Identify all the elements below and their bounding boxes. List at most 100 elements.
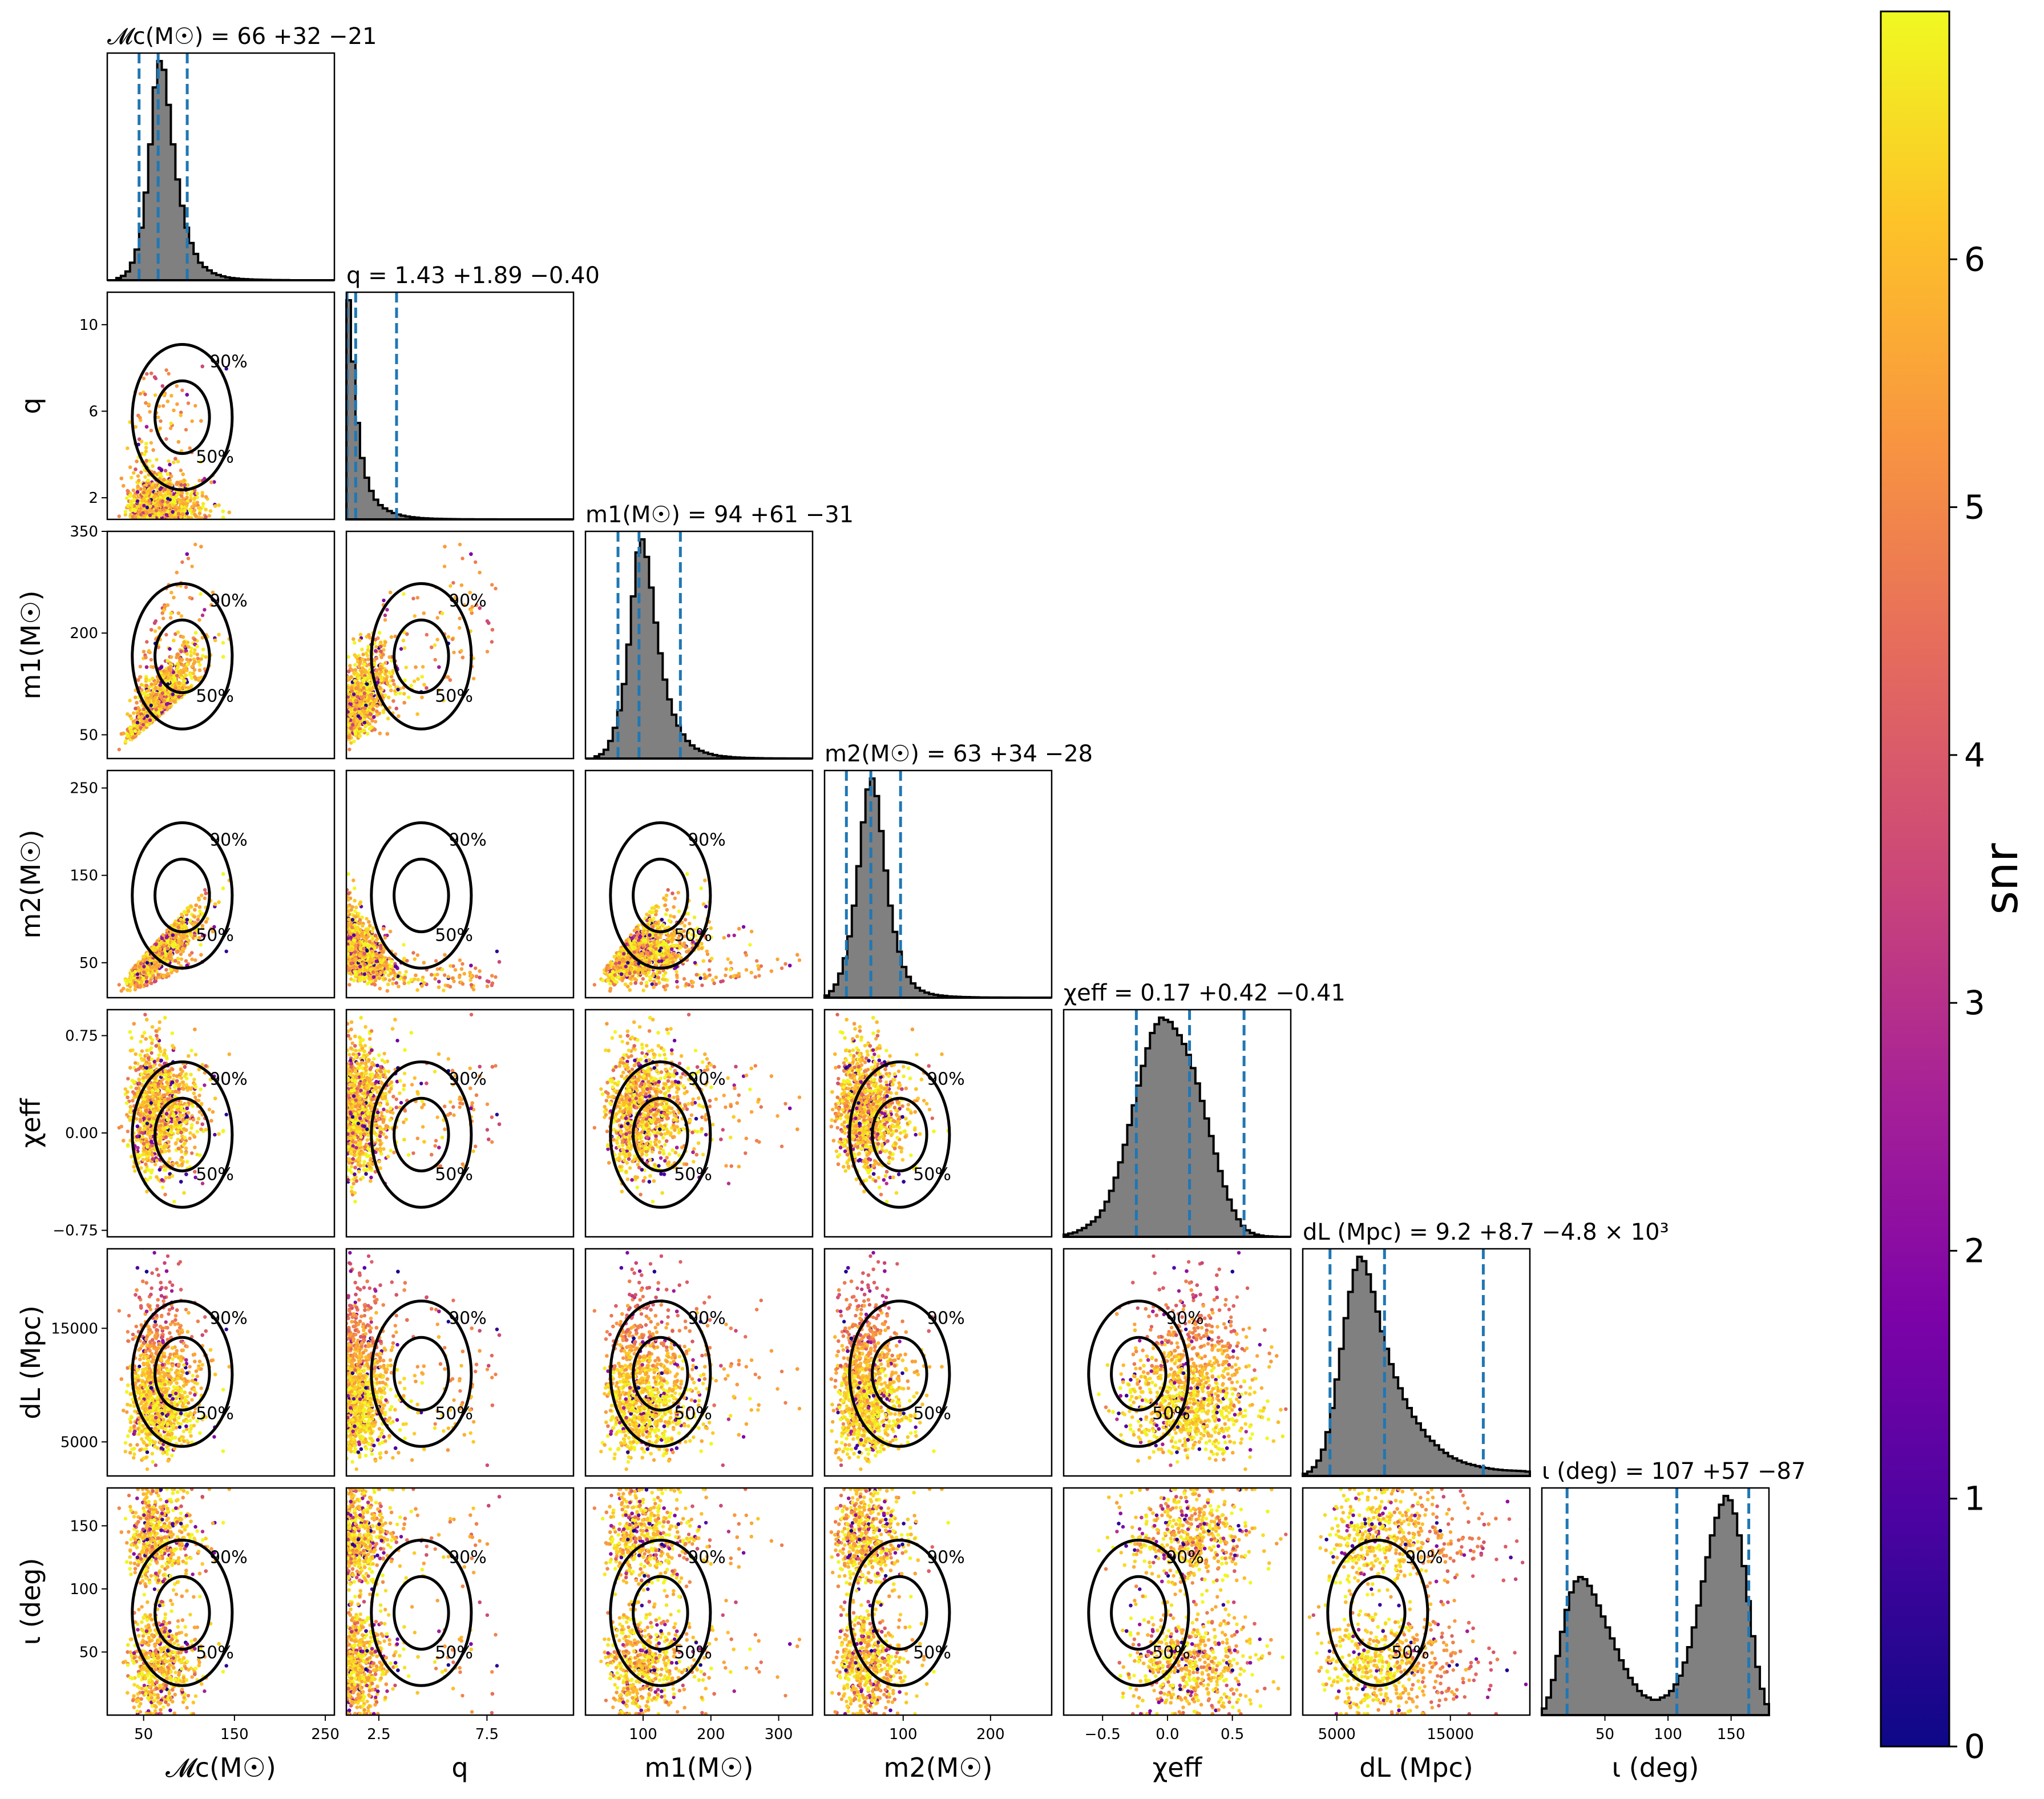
sample-point [193, 495, 197, 500]
contour-label-50: 50% [196, 447, 234, 467]
sample-point [180, 658, 184, 662]
sample-point [166, 676, 170, 680]
sample-point [185, 393, 189, 397]
sample-point [415, 596, 419, 600]
sample-point [161, 616, 165, 620]
sample-point [151, 699, 156, 703]
sample-point [185, 495, 189, 499]
sample-point [125, 496, 129, 501]
sample-point [185, 652, 189, 656]
sample-point [149, 703, 153, 708]
sample-point [168, 647, 172, 651]
sample-point [158, 508, 162, 513]
sample-point [193, 660, 197, 664]
sample-point [179, 515, 183, 519]
sample-point [162, 508, 166, 512]
sample-point [139, 470, 143, 474]
sample-point [122, 731, 126, 736]
sample-point [156, 646, 160, 650]
sample-point [193, 675, 197, 679]
sample-point [126, 489, 130, 493]
contour-label-90: 90% [209, 352, 248, 372]
sample-point [197, 515, 201, 519]
sample-point [133, 729, 138, 733]
sample-point [197, 511, 202, 515]
sample-point [135, 499, 140, 503]
sample-point [190, 664, 195, 669]
sample-point [164, 702, 169, 707]
sample-point [187, 685, 191, 690]
sample-point [404, 665, 408, 669]
sample-point [190, 564, 194, 568]
sample-point [452, 650, 456, 655]
sample-point [150, 628, 153, 632]
sample-point [213, 504, 217, 508]
sample-point [393, 634, 397, 639]
contour-50 [153, 379, 211, 455]
sample-point [144, 684, 148, 688]
sample-point [144, 483, 148, 487]
sample-point [137, 478, 141, 482]
panel-frame [106, 291, 336, 521]
sample-point [159, 419, 163, 423]
sample-point [169, 591, 173, 595]
sample-point [150, 682, 153, 687]
sample-point [146, 693, 150, 697]
sample-point [144, 655, 148, 660]
sample-point [138, 510, 142, 514]
sample-point [184, 585, 188, 590]
sample-point [193, 513, 197, 517]
sample-point [157, 404, 161, 408]
sample-point [181, 643, 185, 647]
sample-point [148, 678, 152, 683]
sample-point [158, 683, 162, 687]
sample-point [195, 501, 199, 505]
sample-point [458, 616, 462, 620]
sample-point [137, 437, 142, 441]
sample-point [165, 603, 170, 607]
sample-point [142, 707, 146, 712]
sample-point [179, 449, 184, 453]
sample-point [164, 437, 168, 441]
sample-point [181, 635, 185, 639]
sample-point [134, 707, 138, 711]
sample-point [179, 413, 183, 417]
sample-point [160, 384, 164, 388]
sample-point [171, 680, 175, 684]
histogram-q [345, 299, 573, 521]
sample-point [185, 491, 189, 495]
sample-point [149, 429, 153, 433]
sample-point [169, 421, 173, 426]
sample-point [157, 491, 162, 495]
sample-point [147, 508, 151, 513]
sample-point [177, 695, 181, 699]
sample-point [217, 503, 221, 507]
sample-point [145, 714, 150, 718]
sample-point [167, 459, 171, 463]
sample-point [192, 668, 197, 672]
sample-point [433, 658, 437, 662]
sample-point [188, 673, 192, 677]
sample-point [184, 666, 188, 671]
sample-point [122, 484, 126, 488]
sample-point [490, 640, 494, 644]
sample-point [201, 505, 205, 509]
sample-point [460, 556, 464, 560]
sample-point [195, 644, 199, 648]
sample-point [123, 739, 128, 744]
sample-point [167, 705, 171, 709]
sample-point [165, 472, 169, 476]
sample-point [195, 491, 199, 495]
sample-point [173, 632, 177, 636]
sample-point [142, 376, 146, 381]
sample-point [147, 499, 151, 503]
sample-point [163, 605, 167, 609]
sample-point [140, 715, 144, 719]
sample-point [164, 679, 168, 683]
panel-frame [345, 291, 575, 521]
sample-point [126, 504, 130, 508]
sample-point [176, 459, 180, 463]
sample-point [154, 708, 158, 712]
